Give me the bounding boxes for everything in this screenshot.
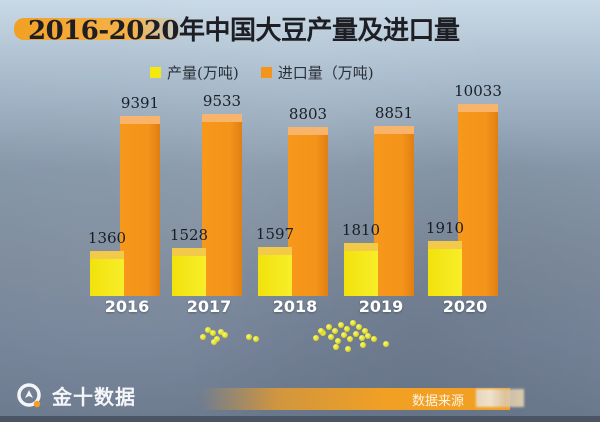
x-tick-2019: 2019: [358, 297, 404, 316]
x-tick-2018: 2018: [272, 297, 318, 316]
soybean-icon: [205, 327, 211, 333]
bar-production-2019: [344, 243, 378, 296]
soybean-icon: [313, 335, 319, 341]
soybean-icon: [362, 328, 368, 334]
bottom-edge: [0, 416, 600, 422]
logo-text: 金十数据: [52, 385, 136, 409]
soybean-icon: [356, 324, 362, 330]
legend-item-production: 产量(万吨): [150, 62, 239, 83]
title-highlight: [14, 18, 184, 40]
bar-import-2018: [288, 127, 328, 296]
logo: 金十数据: [16, 381, 136, 410]
soybean-icon: [341, 332, 347, 338]
chart-title: 2016-2020年中国大豆产量及进口量: [28, 16, 460, 46]
x-tick-2017: 2017: [186, 297, 232, 316]
bar-import-2019: [374, 126, 414, 296]
chart-title-block: 2016-2020年中国大豆产量及进口量: [14, 10, 460, 46]
soybean-icon: [246, 334, 252, 340]
logo-icon: [17, 382, 41, 407]
bar-production-2017: [172, 248, 206, 296]
source-redacted: [476, 389, 524, 407]
soybean-icon: [211, 339, 217, 345]
x-tick-2020: 2020: [442, 297, 488, 316]
soybean-icon: [371, 336, 377, 342]
soybean-icon: [365, 333, 371, 339]
legend-swatch-production: [150, 67, 161, 78]
soybean-icon: [210, 330, 216, 336]
value-label-import-2020: 10033: [454, 82, 502, 100]
bar-import-2016: [120, 116, 160, 296]
soybean-icon: [345, 346, 351, 352]
soybean-icon: [338, 322, 344, 328]
soybean-icon: [218, 329, 224, 335]
soybean-icon: [359, 335, 365, 341]
soybean-icon: [326, 324, 332, 330]
x-tick-2016: 2016: [104, 297, 150, 316]
soybean-icon: [214, 336, 220, 342]
value-label-production-2020: 1910: [425, 219, 465, 237]
bar-import-2017: [202, 114, 242, 296]
soybean-icon: [347, 336, 353, 342]
soybean-icon: [353, 331, 359, 337]
soybean-icon: [328, 334, 334, 340]
legend: 产量(万吨) 进口量（万吨): [150, 62, 374, 83]
soybean-icon: [383, 341, 389, 347]
bar-production-2016: [90, 251, 124, 296]
legend-label-import: 进口量（万吨): [277, 64, 374, 82]
value-label-import-2017: 9533: [202, 92, 242, 110]
legend-swatch-import: [260, 67, 272, 78]
value-label-import-2019: 8851: [374, 104, 414, 122]
soybean-icon: [318, 328, 324, 334]
value-label-import-2018: 8803: [288, 105, 328, 123]
soybean-icon: [332, 328, 338, 334]
value-label-production-2018: 1597: [255, 225, 295, 243]
legend-item-import: 进口量（万吨): [260, 62, 374, 83]
soybean-icon: [333, 344, 339, 350]
soybean-icon: [335, 338, 341, 344]
soybean-icon: [253, 336, 259, 342]
bar-import-2020: [458, 104, 498, 296]
bar-production-2018: [258, 247, 292, 296]
soybean-icon: [360, 342, 366, 348]
source-label: 数据来源: [412, 394, 465, 409]
legend-label-production: 产量(万吨): [167, 64, 239, 82]
soybean-icon: [344, 326, 350, 332]
value-label-production-2017: 1528: [169, 226, 209, 244]
source-banner: [200, 388, 510, 410]
soybean-icon: [222, 332, 228, 338]
value-label-production-2019: 1810: [341, 221, 381, 239]
bar-production-2020: [428, 241, 462, 296]
value-label-production-2016: 1360: [87, 229, 127, 247]
soybean-icon: [200, 334, 206, 340]
soybean-icon: [350, 320, 356, 326]
value-label-import-2016: 9391: [120, 94, 160, 112]
